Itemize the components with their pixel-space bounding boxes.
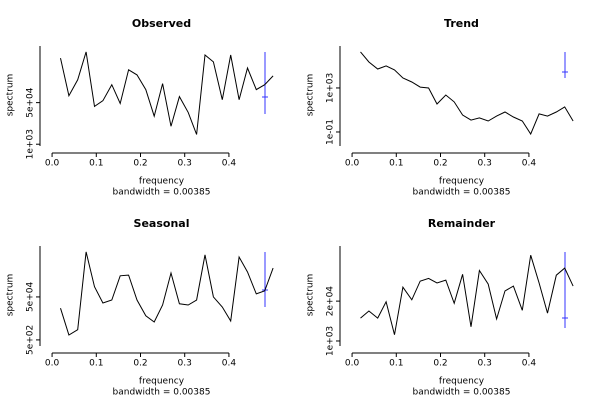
x-tick-label: 0.2 — [133, 159, 147, 169]
ci-bars — [262, 52, 568, 328]
x-axis-label: frequency — [139, 377, 185, 387]
subtitle: bandwidth = 0.00385 — [113, 188, 211, 198]
y-axis-label: spectrum — [306, 74, 316, 117]
x-tick-label: 0.1 — [89, 159, 103, 169]
subtitle: bandwidth = 0.00385 — [113, 388, 211, 398]
x-tick-label: 0.3 — [478, 359, 492, 369]
series-line — [60, 251, 274, 336]
x-tick-label: 0.0 — [45, 359, 60, 369]
x-tick-label: 0.4 — [522, 359, 537, 369]
x-axis-label: frequency — [439, 377, 485, 387]
subtitle: bandwidth = 0.00385 — [413, 388, 511, 398]
x-tick-label: 0.4 — [222, 159, 237, 169]
x-tick-label: 0.1 — [389, 359, 403, 369]
y-tick-label: 1e-01 — [326, 119, 336, 145]
chart-title: Remainder — [428, 217, 496, 230]
y-axis-label: spectrum — [306, 274, 316, 317]
y-tick-label: 5e+02 — [26, 325, 36, 355]
x-axis-label: frequency — [439, 177, 485, 187]
x-tick-label: 0.0 — [45, 159, 60, 169]
x-tick-label: 0.4 — [522, 159, 537, 169]
y-axis-label: spectrum — [6, 74, 16, 117]
x-tick-label: 0.3 — [478, 159, 492, 169]
y-tick-label: 1e+03 — [326, 326, 336, 356]
series-line — [360, 255, 574, 335]
y-axis-label: spectrum — [6, 274, 16, 317]
chart-title: Trend — [444, 17, 479, 30]
x-tick-label: 0.0 — [345, 159, 360, 169]
y-tick-label: 1e+03 — [26, 129, 36, 159]
x-tick-label: 0.2 — [433, 159, 447, 169]
series-line — [360, 51, 574, 136]
x-tick-label: 0.1 — [89, 359, 103, 369]
y-tick-label: 5e+04 — [26, 87, 36, 118]
x-tick-label: 0.4 — [222, 359, 237, 369]
x-tick-label: 0.2 — [433, 359, 447, 369]
y-tick-label: 5e+04 — [26, 282, 36, 313]
x-axis-label: frequency — [139, 177, 185, 187]
x-tick-label: 0.0 — [345, 359, 360, 369]
series-line — [60, 51, 274, 135]
x-tick-label: 0.3 — [178, 159, 192, 169]
subtitle: bandwidth = 0.00385 — [413, 188, 511, 198]
y-tick-label: 2e+04 — [326, 286, 336, 317]
y-tick-label: 1e+03 — [326, 73, 336, 103]
x-tick-label: 0.2 — [133, 359, 147, 369]
chart-title: Observed — [132, 17, 191, 30]
x-tick-label: 0.3 — [178, 359, 192, 369]
x-tick-label: 0.1 — [389, 159, 403, 169]
chart-title: Seasonal — [134, 217, 190, 230]
